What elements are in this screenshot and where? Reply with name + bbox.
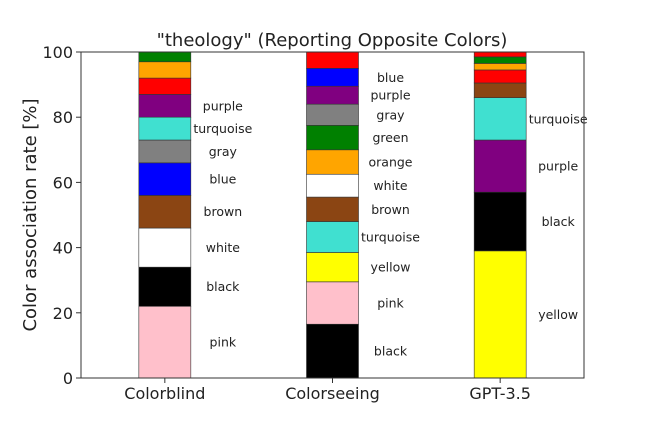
segment-label: yellow [371, 260, 411, 275]
bar-segment [138, 51, 192, 63]
segment-label: purple [538, 159, 578, 174]
bar-segment [473, 82, 527, 98]
segment-label: brown [371, 202, 410, 217]
bar-segment [473, 97, 527, 141]
x-tick-label: Colorseeing [285, 384, 380, 403]
x-axis: Colorblind Colorseeing GPT-3.5 [124, 378, 531, 403]
bar-segment [306, 196, 359, 222]
bar-segment [138, 77, 192, 95]
y-tick-label: 0 [63, 369, 73, 388]
bar-segment [473, 250, 527, 379]
chart-title: "theology" (Reporting Opposite Colors) [157, 30, 508, 51]
segment-label: purple [203, 98, 243, 113]
bar-segment [306, 252, 359, 283]
segment-label: yellow [538, 307, 578, 322]
y-tick-label: 60 [53, 173, 73, 192]
segment-label: orange [369, 155, 413, 170]
bar-segment [306, 103, 359, 126]
bar-segment [473, 139, 527, 193]
segment-label: white [373, 178, 408, 193]
segment-labels-group: pink black white brown blue gray turquoise purp… [193, 70, 588, 359]
y-axis: 0 20 40 60 80 100 [42, 43, 81, 388]
bar-segment [306, 85, 359, 105]
y-tick-label: 40 [53, 239, 73, 258]
plot-frame [80, 51, 585, 379]
bar-segment [306, 149, 359, 175]
y-tick-label: 20 [53, 304, 73, 323]
bar-segment [138, 61, 192, 79]
bar-segment [138, 116, 192, 141]
bar-segment [138, 139, 192, 164]
segment-label: pink [210, 335, 237, 350]
bar-segment [306, 173, 359, 198]
bar-segment [138, 162, 192, 196]
segment-label: turquoise [529, 111, 588, 126]
bar-segment [138, 266, 192, 307]
segment-label: blue [209, 172, 236, 187]
segment-label: green [372, 130, 408, 145]
segment-label: brown [204, 204, 243, 219]
segment-label: turquoise [193, 121, 252, 136]
y-tick-label: 100 [42, 43, 73, 62]
bar-segment [138, 227, 192, 268]
bar-segment [138, 305, 192, 379]
bar-segment [306, 281, 359, 325]
bars-group [138, 51, 527, 379]
segment-label: gray [209, 144, 238, 159]
x-tick-label: GPT-3.5 [469, 384, 531, 403]
segment-label: black [374, 344, 408, 359]
y-axis-label: Color association rate [%] [20, 98, 41, 331]
bar-segment [306, 221, 359, 253]
bar-segment [473, 69, 527, 84]
segment-label: gray [376, 107, 405, 122]
segment-label: turquoise [361, 230, 420, 245]
y-tick-label: 80 [53, 108, 73, 127]
segment-label: white [206, 240, 241, 255]
segment-label: black [206, 279, 240, 294]
bar-segment [473, 51, 527, 58]
segment-label: black [542, 214, 576, 229]
bar-segment [473, 63, 527, 71]
bar-segment [306, 125, 359, 151]
segment-label: purple [370, 88, 410, 103]
bar-segment [473, 56, 527, 64]
bar-segment [306, 68, 359, 87]
bar-segment [306, 323, 359, 379]
x-tick-label: Colorblind [124, 384, 205, 403]
bar-segment [138, 195, 192, 229]
bar-segment [306, 51, 359, 69]
segment-label: pink [377, 296, 404, 311]
bar-segment [473, 191, 527, 252]
segment-label: blue [377, 70, 404, 85]
bar-segment [138, 94, 192, 118]
